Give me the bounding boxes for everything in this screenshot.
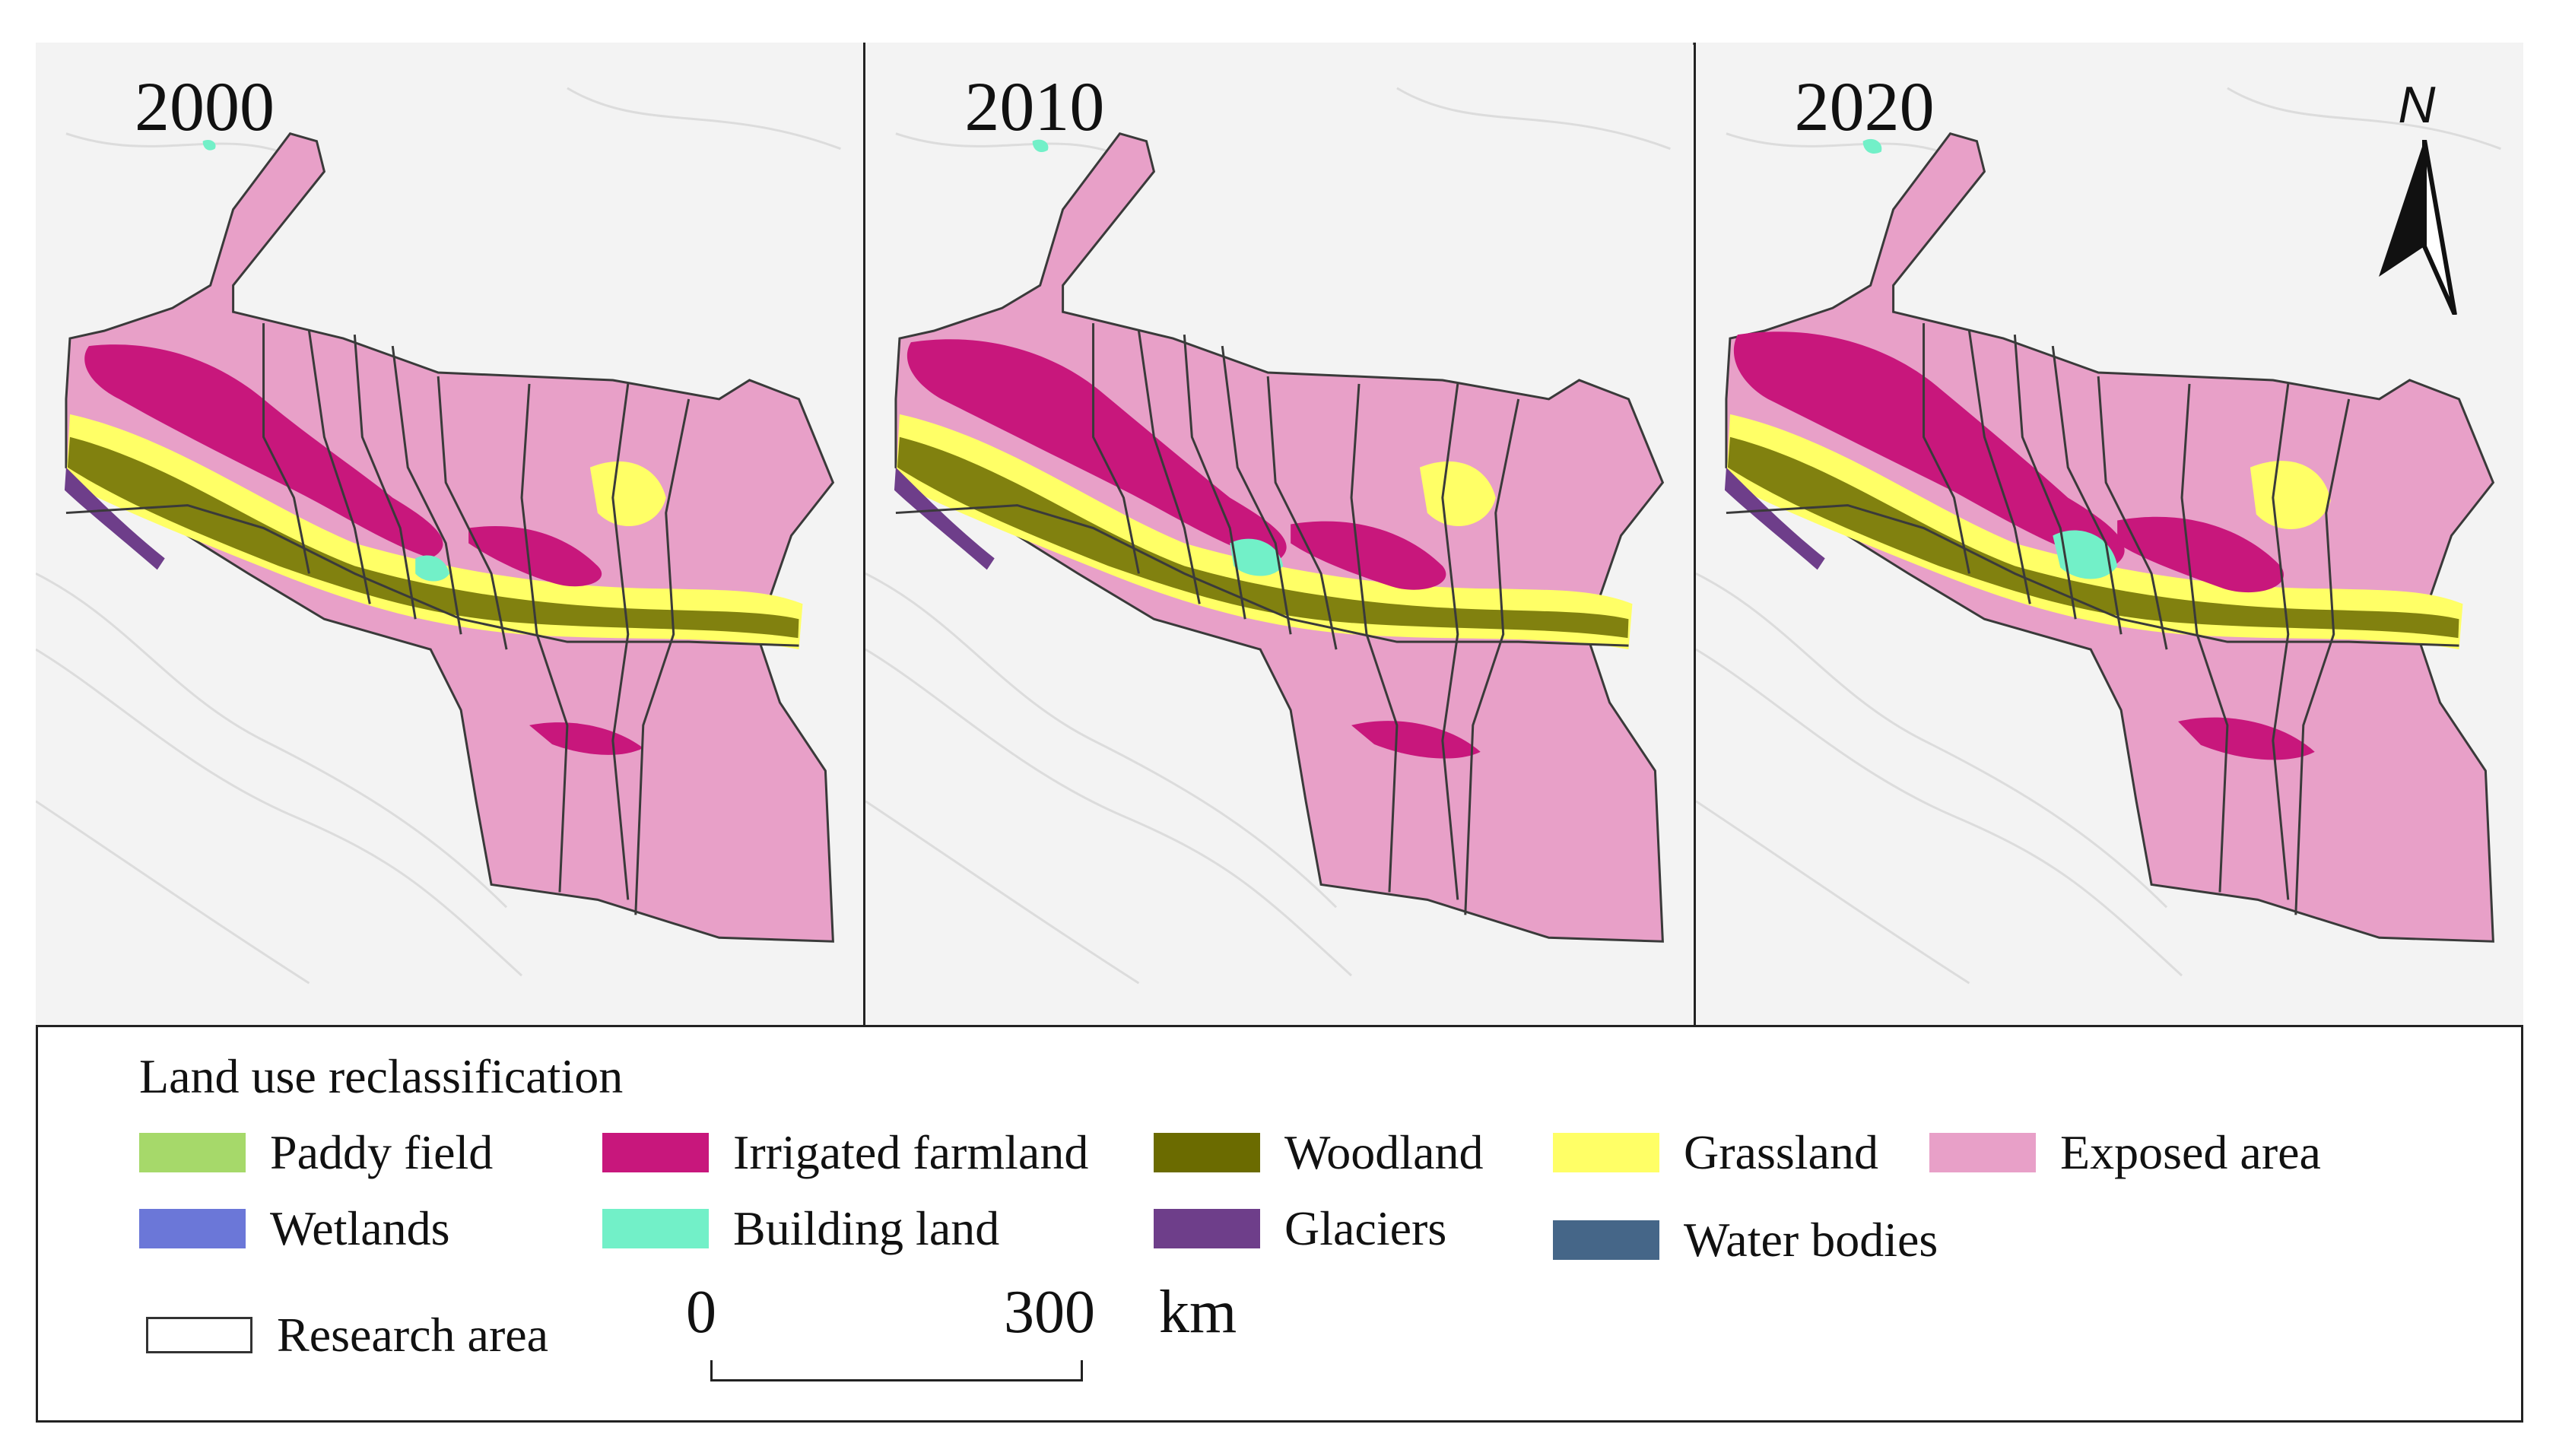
legend-label: Research area — [277, 1308, 549, 1362]
legend-swatch — [602, 1133, 709, 1172]
legend: Land use reclassification Paddy field Ir… — [36, 1027, 2523, 1423]
legend-label: Glaciers — [1284, 1201, 1447, 1255]
year-label: 2010 — [964, 68, 1105, 145]
legend-item-glaciers: Glaciers — [1154, 1201, 1447, 1255]
scale-end-label: 300 — [1004, 1279, 1095, 1346]
north-arrow: N — [2364, 79, 2470, 330]
legend-swatch — [1154, 1209, 1260, 1248]
legend-item-water-bodies: Water bodies — [1553, 1213, 1938, 1267]
scale-start-label: 0 — [686, 1279, 716, 1346]
scale-line — [710, 1360, 1083, 1381]
map-panel-2010: 2010 — [865, 43, 1696, 1025]
year-label: 2020 — [1794, 68, 1935, 145]
legend-swatch — [1553, 1133, 1659, 1172]
map-panels-row: 2000 — [36, 43, 2523, 1027]
legend-label: Woodland — [1284, 1125, 1484, 1179]
legend-swatch — [139, 1209, 246, 1248]
legend-swatch — [602, 1209, 709, 1248]
map-2010 — [865, 43, 1694, 1025]
legend-item-building-land: Building land — [602, 1201, 1000, 1255]
map-2020 — [1695, 43, 2523, 1025]
legend-label: Water bodies — [1684, 1213, 1938, 1267]
map-2000 — [36, 43, 864, 1025]
legend-swatch — [1154, 1133, 1260, 1172]
legend-item-research-area: Research area — [146, 1308, 548, 1362]
legend-label: Wetlands — [270, 1201, 450, 1255]
legend-label: Irrigated farmland — [733, 1125, 1089, 1179]
legend-item-exposed-area: Exposed area — [1929, 1125, 2321, 1179]
legend-label: Building land — [733, 1201, 1000, 1255]
north-arrow-icon — [2378, 140, 2457, 315]
map-panel-2000: 2000 — [36, 43, 866, 1025]
legend-swatch — [146, 1317, 252, 1353]
legend-swatch — [1929, 1133, 2036, 1172]
scale-bar: 0 300 km — [686, 1278, 1237, 1400]
north-letter: N — [2398, 76, 2436, 134]
map-panel-2020: 2020 N — [1695, 43, 2523, 1025]
legend-item-wetlands: Wetlands — [139, 1201, 450, 1255]
legend-item-grassland: Grassland — [1553, 1125, 1878, 1179]
legend-item-paddy-field: Paddy field — [139, 1125, 494, 1179]
scale-unit-label: km — [1159, 1279, 1237, 1346]
legend-label: Grassland — [1684, 1125, 1878, 1179]
year-label: 2000 — [135, 68, 275, 145]
legend-title: Land use reclassification — [139, 1049, 624, 1103]
legend-label: Paddy field — [270, 1125, 494, 1179]
legend-swatch — [1553, 1220, 1659, 1260]
legend-item-irrigated-farmland: Irrigated farmland — [602, 1125, 1089, 1179]
legend-label: Exposed area — [2060, 1125, 2321, 1179]
legend-swatch — [139, 1133, 246, 1172]
legend-item-woodland: Woodland — [1154, 1125, 1484, 1179]
